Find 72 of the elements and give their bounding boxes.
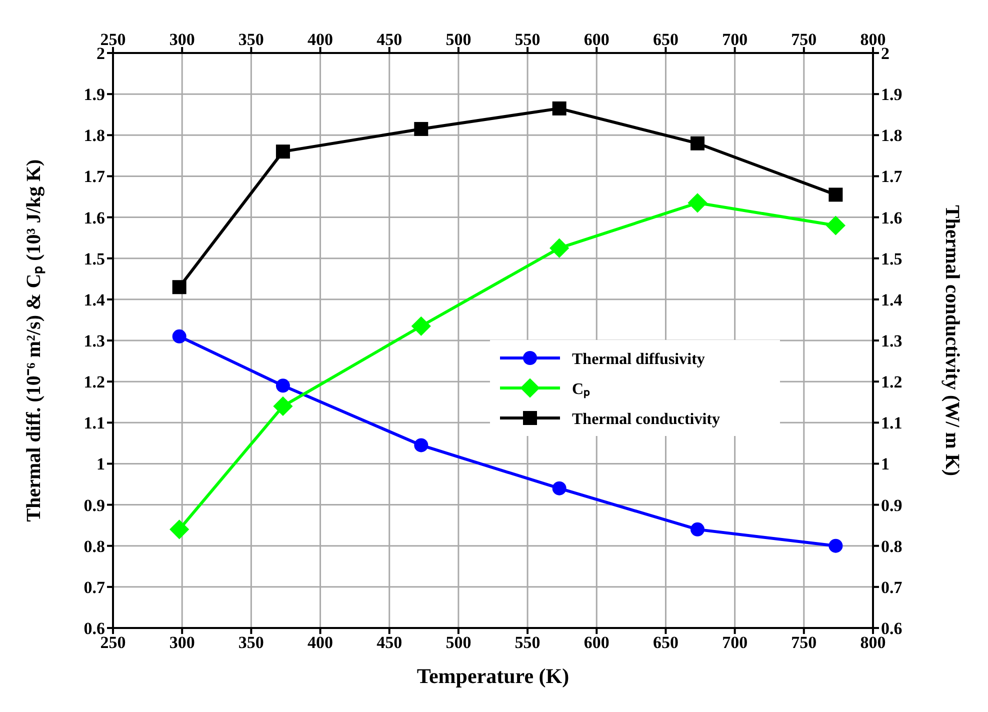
x2-tick-label: 500 bbox=[446, 633, 472, 652]
x-axis-title: Temperature (K) bbox=[416, 664, 570, 688]
y2-tick-label: 1.4 bbox=[881, 290, 903, 310]
x-tick-label: 450 bbox=[376, 30, 402, 49]
x-tick-label: 350 bbox=[238, 30, 264, 49]
y2-tick-label: 1 bbox=[881, 454, 890, 474]
point bbox=[276, 378, 290, 393]
point bbox=[828, 188, 843, 202]
x2-tick-label: 750 bbox=[791, 633, 817, 652]
point bbox=[273, 396, 293, 416]
point bbox=[550, 238, 570, 258]
point bbox=[414, 438, 428, 452]
point bbox=[690, 522, 705, 536]
point bbox=[414, 122, 428, 136]
point bbox=[411, 316, 431, 336]
x-tick-label: 700 bbox=[722, 30, 748, 49]
x2-tick-label: 700 bbox=[722, 633, 748, 652]
y2-tick-label: 1.6 bbox=[881, 208, 902, 228]
x2-tick-label: 650 bbox=[652, 633, 678, 652]
legend-label: Thermal diffusivity bbox=[572, 351, 705, 368]
point bbox=[828, 538, 843, 553]
point bbox=[826, 216, 846, 236]
y2-tick-label: 0.7 bbox=[881, 578, 903, 597]
y-tick-label: 1.5 bbox=[84, 249, 105, 268]
y-tick-label: 1.3 bbox=[84, 332, 105, 351]
x2-tick-label: 400 bbox=[308, 633, 334, 652]
y2-tick-label: 1.3 bbox=[881, 332, 902, 351]
point bbox=[276, 144, 290, 159]
legend-label: Thermal conductivity bbox=[572, 411, 720, 428]
y-tick-label: 0.7 bbox=[84, 578, 106, 597]
point bbox=[170, 520, 190, 540]
y-tick-label: 1.4 bbox=[84, 290, 106, 310]
x2-tick-label: 550 bbox=[514, 633, 540, 652]
y2-tick-label: 1.5 bbox=[881, 249, 902, 268]
legend-label: Cₚ bbox=[572, 381, 591, 399]
point bbox=[172, 329, 186, 344]
x-tick-label: 550 bbox=[514, 30, 540, 49]
y2-tick-label: 1.1 bbox=[881, 414, 902, 433]
y-tick-label: 1.9 bbox=[84, 85, 105, 104]
point bbox=[690, 136, 705, 150]
y-tick-label: 0.9 bbox=[84, 496, 105, 515]
x2-tick-label: 300 bbox=[169, 633, 195, 652]
y2-tick-label: 1.8 bbox=[881, 126, 902, 146]
y2-axis-title: Thermal conductivity (W/ m K) bbox=[940, 204, 963, 476]
x2-tick-label: 350 bbox=[238, 633, 264, 652]
x2-tick-label: 450 bbox=[376, 633, 402, 652]
x2-tick-label: 600 bbox=[584, 633, 610, 652]
point bbox=[552, 481, 566, 496]
y-tick-label: 0.8 bbox=[84, 536, 105, 556]
point bbox=[552, 101, 566, 116]
y2-tick-label: 1.7 bbox=[881, 167, 903, 186]
y-tick-label: 1.7 bbox=[84, 167, 106, 186]
x-tick-label: 600 bbox=[584, 30, 610, 49]
y2-tick-label: 0.8 bbox=[881, 536, 902, 556]
x-tick-label: 750 bbox=[791, 30, 817, 49]
y-tick-label: 1.2 bbox=[84, 372, 105, 392]
x2-tick-label: 800 bbox=[860, 633, 886, 652]
point bbox=[688, 193, 708, 213]
y-tick-label: 1.1 bbox=[84, 414, 105, 433]
point bbox=[172, 280, 186, 294]
x2-tick-label: 250 bbox=[100, 633, 126, 652]
x-tick-label: 400 bbox=[308, 30, 334, 49]
x-tick-label: 300 bbox=[169, 30, 195, 49]
x-tick-label: 650 bbox=[652, 30, 678, 49]
x-tick-label: 500 bbox=[446, 30, 472, 49]
y2-tick-label: 1.9 bbox=[881, 85, 902, 104]
y-axis-title: Thermal diff. (10⁻⁶ m²/s) & Cₚ (10³ J/kg K) bbox=[23, 159, 46, 522]
y-tick-label: 1 bbox=[96, 454, 105, 474]
y2-tick-label: 0.9 bbox=[881, 496, 902, 515]
y-tick-label: 1.6 bbox=[84, 208, 105, 228]
y-tick-label: 1.8 bbox=[84, 126, 105, 146]
y2-tick-label: 1.2 bbox=[881, 372, 902, 392]
